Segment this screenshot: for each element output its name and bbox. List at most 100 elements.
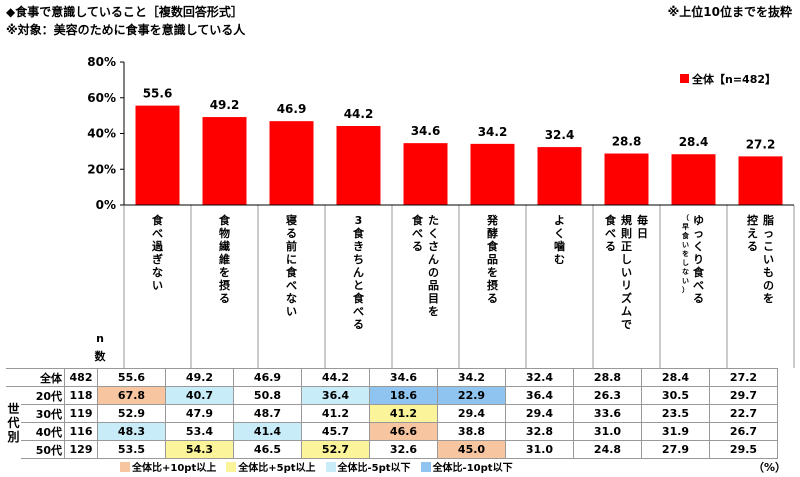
highlight-legend-label: 全体比+5pt以上 <box>238 463 316 474</box>
data-label: 28.4 <box>679 135 709 149</box>
table-cell: 18.6 <box>369 386 438 405</box>
table-cell: 32.8 <box>505 422 574 441</box>
n-header-line-1: n <box>96 332 104 345</box>
table-cell: 55.6 <box>97 368 166 387</box>
category-label: 寝る前に食べない <box>286 214 297 318</box>
category-label: 食べ過ぎない <box>152 214 163 292</box>
table-cell: 49.2 <box>165 368 234 387</box>
category-label: 食べる <box>605 214 616 253</box>
table-cell: 33.6 <box>573 404 642 423</box>
table-cell: 44.2 <box>301 368 370 387</box>
row-label: 全体 <box>6 368 65 387</box>
n-header: n 数 <box>88 330 112 366</box>
highlight-legend-item: 全体比-10pt以下 <box>420 459 513 474</box>
table-cell: 67.8 <box>97 386 166 405</box>
row-n: 118 <box>64 386 98 405</box>
table-cell: 27.2 <box>709 368 778 387</box>
row-n: 119 <box>64 404 98 423</box>
table-cell: 46.9 <box>233 368 302 387</box>
bar <box>202 117 247 205</box>
data-label: 28.8 <box>612 135 642 149</box>
bar <box>269 121 314 205</box>
generation-group-label: 世代別 <box>7 401 20 444</box>
row-label: 20代 <box>21 386 66 405</box>
highlight-swatch <box>226 461 237 472</box>
table-row: 40代 116 48.3 53.4 41.4 45.7 46.6 38.8 32.8 31.0 31… <box>6 422 778 441</box>
table-cell: 22.9 <box>437 386 506 405</box>
data-label: 46.9 <box>277 102 307 116</box>
table-cell: 29.5 <box>709 440 778 459</box>
highlight-legend-label: 全体比+10pt以上 <box>132 463 217 474</box>
table-cell: 29.4 <box>437 404 506 423</box>
table-cell: 26.3 <box>573 386 642 405</box>
category-label: たくさんの品目を <box>428 214 439 318</box>
data-label: 55.6 <box>143 87 173 101</box>
y-tick-label: 0% <box>96 198 116 212</box>
table-cell: 34.2 <box>437 368 506 387</box>
bar <box>738 156 783 205</box>
table-cell: 29.4 <box>505 404 574 423</box>
row-n: 129 <box>64 440 98 459</box>
highlight-legend: 全体比+10pt以上 全体比+5pt以上 全体比-5pt以下 全体比-10pt以下 <box>120 459 513 474</box>
y-tick-label: 60% <box>87 91 116 105</box>
table-cell: 52.9 <box>97 404 166 423</box>
table-cell: 31.9 <box>641 422 710 441</box>
table-cell: 48.3 <box>97 422 166 441</box>
bar <box>671 154 716 205</box>
table-cell: 36.4 <box>301 386 370 405</box>
table-cell: 46.6 <box>369 422 438 441</box>
bar <box>604 153 649 205</box>
category-label: 脂っこいものを <box>763 214 774 305</box>
table-cell: 52.7 <box>301 440 370 459</box>
category-sublabel: （早食いをしない） <box>682 214 689 294</box>
chart-subtitle: ※対象：美容のために食事を意識している人 <box>6 23 246 37</box>
category-label: 毎日 <box>637 214 648 240</box>
top-note: ※上位10位までを抜粋 <box>667 5 792 19</box>
bar <box>336 125 381 205</box>
table-cell: 38.8 <box>437 422 506 441</box>
highlight-swatch <box>325 461 336 472</box>
legend-swatch <box>680 74 689 83</box>
category-label: 控える <box>747 214 758 253</box>
data-label: 27.2 <box>746 137 776 151</box>
highlight-legend-item: 全体比+5pt以上 <box>226 459 316 474</box>
table-cell: 32.6 <box>369 440 438 459</box>
table-cell: 28.4 <box>641 368 710 387</box>
table-row: 全体 482 55.6 49.2 46.9 44.2 34.6 34.2 32.4 28.8 28.… <box>6 368 778 387</box>
table-cell: 23.5 <box>641 404 710 423</box>
table-cell: 45.7 <box>301 422 370 441</box>
table-cell: 31.0 <box>573 422 642 441</box>
y-tick-label: 80% <box>87 55 116 69</box>
data-label: 34.6 <box>411 124 441 138</box>
table-cell: 30.5 <box>641 386 710 405</box>
row-n: 116 <box>64 422 98 441</box>
table-cell: 34.6 <box>369 368 438 387</box>
highlight-legend-label: 全体比-5pt以下 <box>337 463 411 474</box>
bar <box>135 105 180 205</box>
row-label: 30代 <box>21 404 66 423</box>
table-cell: 40.7 <box>165 386 234 405</box>
highlight-swatch <box>120 461 130 472</box>
table-cell: 41.2 <box>369 404 438 423</box>
bar <box>537 147 582 205</box>
table-row: 世代別 20代 118 67.8 40.7 50.8 36.4 18.6 22.9 36.4 26.… <box>6 386 778 444</box>
row-n: 482 <box>64 368 98 387</box>
highlight-swatch <box>420 461 431 472</box>
data-label: 44.2 <box>344 107 374 121</box>
category-label: 規則正しいリズムで <box>621 214 632 331</box>
table-cell: 45.0 <box>437 440 506 459</box>
table-cell: 36.4 <box>505 386 574 405</box>
table-cell: 54.3 <box>165 440 234 459</box>
category-label: 発酵食品を摂る <box>487 214 498 305</box>
bar <box>403 143 448 205</box>
table-cell: 47.9 <box>165 404 234 423</box>
table-cell: 32.4 <box>505 368 574 387</box>
highlight-legend-item: 全体比+10pt以上 <box>120 459 216 474</box>
data-label: 32.4 <box>545 128 575 142</box>
chart-title: ◆食事で意識していること［複数回答形式］ <box>6 5 243 19</box>
table-cell: 31.0 <box>505 440 574 459</box>
table-cell: 46.5 <box>233 440 302 459</box>
data-label: 34.2 <box>478 125 508 139</box>
